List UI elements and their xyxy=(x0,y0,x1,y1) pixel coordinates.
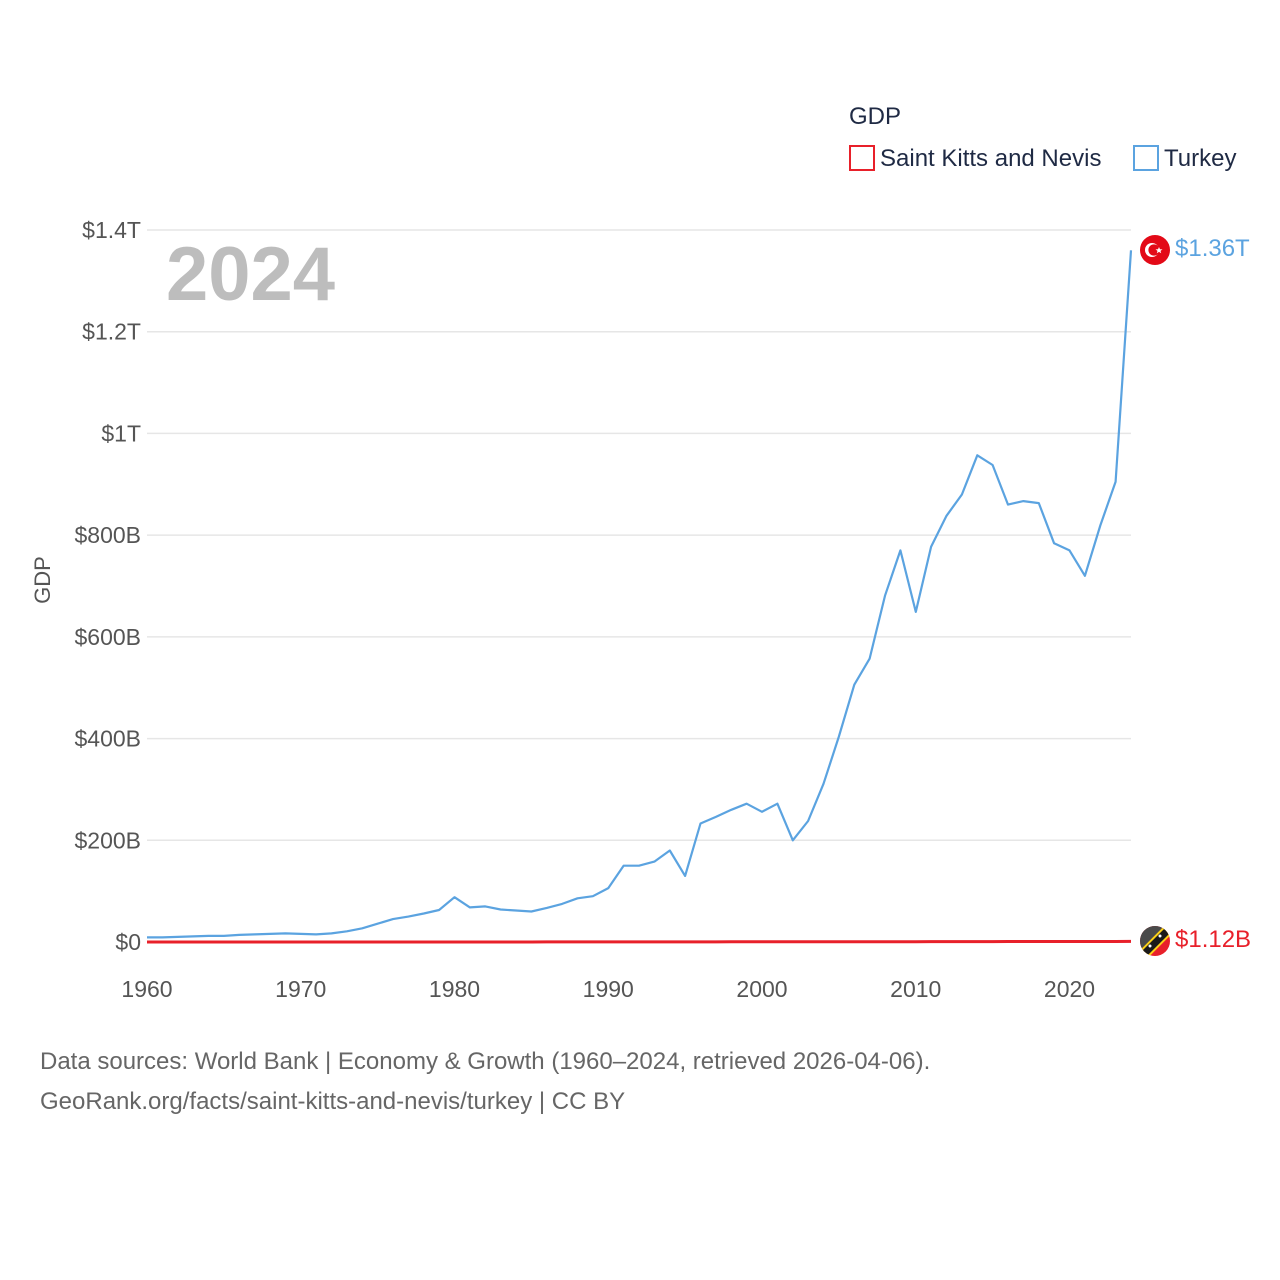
x-tick-label: 2020 xyxy=(1044,976,1095,1002)
y-tick-label: $1T xyxy=(101,420,141,446)
y-tick-label: $1.4T xyxy=(82,217,141,243)
saint-kitts-and-nevis-flag-icon xyxy=(1140,926,1170,956)
y-axis-title: GDP xyxy=(30,556,55,604)
y-tick-label: $400B xyxy=(74,726,141,752)
y-tick-label: $800B xyxy=(74,522,141,548)
x-tick-label: 1980 xyxy=(429,976,480,1002)
legend-title: GDP xyxy=(849,103,901,130)
y-tick-label: $600B xyxy=(74,624,141,650)
footer: Data sources: World Bank | Economy & Gro… xyxy=(40,1042,930,1122)
x-tick-label: 1970 xyxy=(275,976,326,1002)
series-line-turkey[interactable] xyxy=(147,250,1133,939)
series-line-saint-kitts-and-nevis[interactable] xyxy=(147,939,1132,944)
data-sources-text: Data sources: World Bank | Economy & Gro… xyxy=(40,1048,931,1075)
y-axis-ticks: $0 $200B $400B $600B $800B $1T $1.2T $1.4T xyxy=(74,217,141,955)
x-tick-label: 2000 xyxy=(736,976,787,1002)
saint-kitts-and-nevis-end-value: $1.12B xyxy=(1175,926,1251,953)
y-tick-label: $0 xyxy=(115,929,141,955)
x-axis-ticks: 1960 1970 1980 1990 2000 2010 2020 xyxy=(121,976,1095,1002)
series-lines xyxy=(147,250,1133,944)
gdp-chart: GDP Saint Kitts and Nevis Turkey 2024 GD… xyxy=(30,103,1251,1002)
turkey-end-value: $1.36T xyxy=(1175,235,1250,262)
gridlines xyxy=(147,229,1131,943)
turkey-flag-icon xyxy=(1140,235,1170,265)
x-tick-label: 2010 xyxy=(890,976,941,1002)
y-tick-label: $1.2T xyxy=(82,319,141,345)
legend-label-turkey[interactable]: Turkey xyxy=(1164,145,1236,172)
legend-swatch-saint-kitts-and-nevis[interactable] xyxy=(849,145,875,171)
year-watermark: 2024 xyxy=(166,232,335,317)
x-tick-label: 1990 xyxy=(583,976,634,1002)
y-tick-label: $200B xyxy=(74,827,141,853)
x-tick-label: 1960 xyxy=(121,976,172,1002)
legend-swatch-turkey[interactable] xyxy=(1133,145,1159,171)
legend-label-saint-kitts-and-nevis[interactable]: Saint Kitts and Nevis xyxy=(880,145,1101,172)
source-url-text[interactable]: GeoRank.org/facts/saint-kitts-and-nevis/… xyxy=(40,1088,626,1115)
